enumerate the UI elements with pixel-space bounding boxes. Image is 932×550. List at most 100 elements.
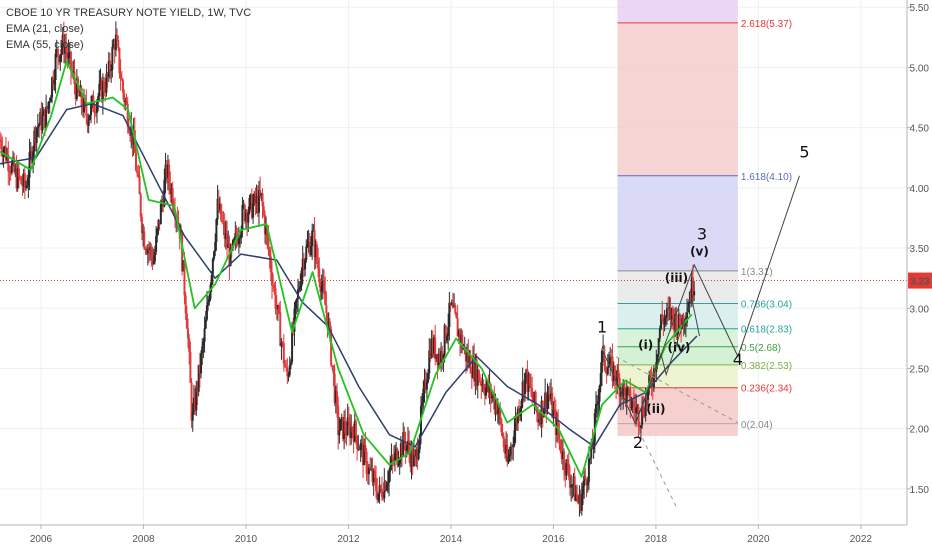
candle-body-549 xyxy=(648,375,651,388)
candle-body-292 xyxy=(344,421,347,433)
candle-body-543 xyxy=(641,405,644,426)
candle-body-572 xyxy=(675,314,678,336)
candle-body-272 xyxy=(320,286,323,292)
candle-body-204 xyxy=(240,230,243,238)
candle-body-238 xyxy=(280,342,283,347)
wave-label-8: (iv) xyxy=(668,341,691,355)
candle-body-484 xyxy=(571,485,574,487)
candle-body-507 xyxy=(598,386,601,402)
candle-body-452 xyxy=(533,391,536,403)
candle-body-311 xyxy=(366,473,369,475)
candle-body-445 xyxy=(525,369,528,374)
candle-body-14 xyxy=(15,168,18,189)
candle-body-347 xyxy=(409,451,412,467)
candle-body-115 xyxy=(134,152,137,171)
candle-body-346 xyxy=(408,440,411,452)
candle-body-456 xyxy=(538,418,541,423)
candle-body-313 xyxy=(369,467,372,470)
candle-body-258 xyxy=(304,260,307,270)
candle-body-335 xyxy=(395,448,398,453)
candle-body-372 xyxy=(438,353,441,363)
candle-body-88 xyxy=(103,81,106,92)
candle-body-357 xyxy=(421,402,424,406)
candle-body-270 xyxy=(318,268,321,283)
candle-body-198 xyxy=(233,238,236,241)
candle-body-487 xyxy=(574,494,577,501)
candle-body-353 xyxy=(416,449,419,460)
candle-body-574 xyxy=(677,314,680,331)
candle-body-181 xyxy=(213,251,216,259)
candle-body-519 xyxy=(612,365,615,382)
candle-body-308 xyxy=(363,445,366,466)
candle-body-537 xyxy=(634,407,637,413)
candle-body-376 xyxy=(443,325,446,355)
candle-body-402 xyxy=(474,359,477,382)
candle-body-534 xyxy=(630,406,633,408)
candle-body-230 xyxy=(270,272,273,286)
candle-body-322 xyxy=(379,485,382,489)
candle-body-360 xyxy=(424,379,427,390)
candle-body-398 xyxy=(469,356,472,374)
candle-body-201 xyxy=(236,238,239,245)
candle-body-392 xyxy=(462,348,465,350)
candle-body-8 xyxy=(8,171,11,173)
candle-body-399 xyxy=(470,373,473,378)
candle-body-232 xyxy=(273,285,276,289)
candle-body-77 xyxy=(90,102,93,116)
candle-body-261 xyxy=(307,241,310,245)
candle-body-320 xyxy=(377,493,380,500)
legend-title: CBOE 10 YR TREASURY NOTE YIELD, 1W, TVC xyxy=(6,7,252,19)
candle-body-324 xyxy=(382,496,385,499)
candle-body-288 xyxy=(339,419,342,431)
candle-body-489 xyxy=(577,498,580,504)
candle-body-173 xyxy=(203,328,206,342)
fib-band-below xyxy=(617,423,738,436)
candle-body-373 xyxy=(440,350,443,363)
candle-body-33 xyxy=(38,124,41,127)
wave-dashed-line-0 xyxy=(601,348,739,424)
candle-body-404 xyxy=(476,370,479,386)
price-candles xyxy=(0,21,696,517)
candle-body-560 xyxy=(661,314,664,320)
candle-body-283 xyxy=(333,373,336,404)
candle-body-165 xyxy=(194,397,197,411)
candle-body-122 xyxy=(143,231,146,249)
candle-body-228 xyxy=(268,249,271,257)
candle-body-215 xyxy=(253,193,256,204)
candle-body-303 xyxy=(357,448,360,450)
candle-body-363 xyxy=(428,350,431,374)
candle-body-583 xyxy=(688,299,691,308)
candle-body-385 xyxy=(454,305,457,313)
candle-body-287 xyxy=(338,430,341,436)
candle-body-462 xyxy=(545,392,548,410)
candle-body-396 xyxy=(467,352,470,364)
candle-body-289 xyxy=(340,417,343,420)
candle-body-558 xyxy=(658,328,661,339)
candle-body-323 xyxy=(380,488,383,497)
candle-body-496 xyxy=(585,479,588,486)
candle-body-220 xyxy=(259,190,262,196)
candle-body-189 xyxy=(222,221,225,223)
candle-body-336 xyxy=(396,448,399,466)
candle-body-517 xyxy=(610,356,613,358)
candle-body-447 xyxy=(527,374,530,392)
candle-body-143 xyxy=(168,164,171,183)
candle-body-423 xyxy=(499,408,502,420)
candle-body-101 xyxy=(118,47,121,74)
candle-body-105 xyxy=(123,92,126,103)
candle-body-250 xyxy=(294,301,297,309)
wave-label-0: 1 xyxy=(597,317,607,336)
candle-body-364 xyxy=(429,350,432,358)
candle-body-455 xyxy=(537,413,540,423)
candle-body-233 xyxy=(274,288,277,309)
candle-body-298 xyxy=(351,427,354,433)
candle-body-535 xyxy=(631,401,634,407)
candle-body-533 xyxy=(629,389,632,408)
candle-body-531 xyxy=(626,388,629,390)
candle-body-450 xyxy=(531,388,534,398)
candle-body-98 xyxy=(114,34,117,51)
candle-body-306 xyxy=(360,443,363,445)
candle-body-84 xyxy=(98,83,101,97)
candle-body-48 xyxy=(55,49,58,54)
